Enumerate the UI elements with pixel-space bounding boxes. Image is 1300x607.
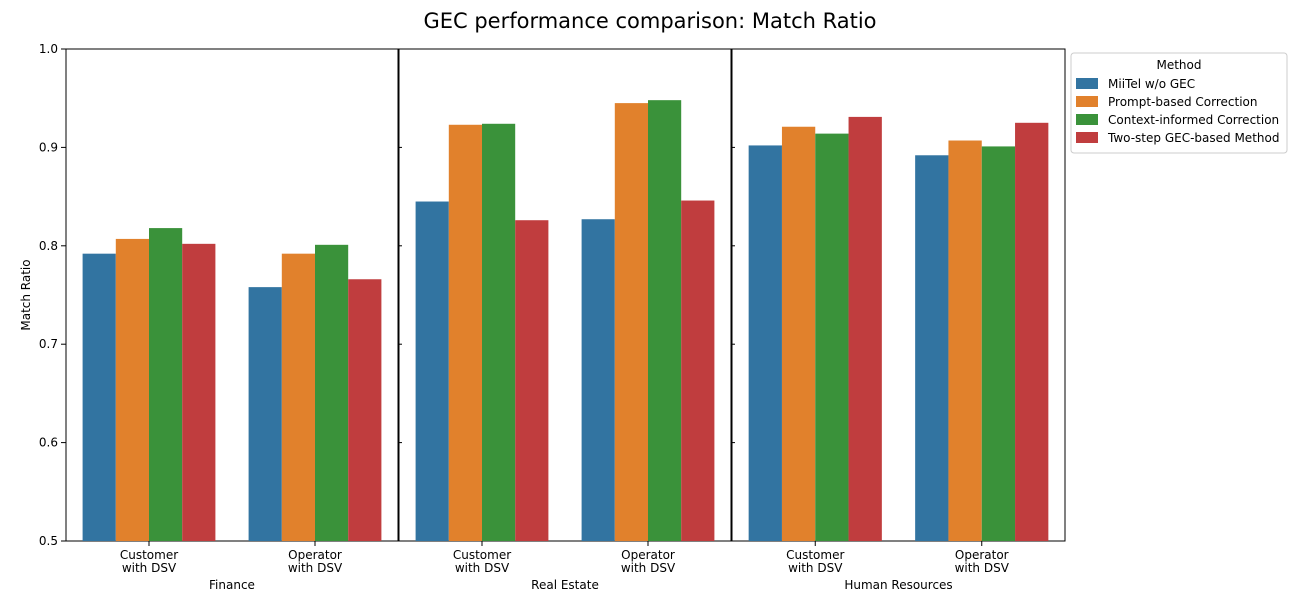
x-tick-label: with DSV [788, 561, 843, 575]
bar-prompt-based-correction [948, 140, 982, 541]
bar-two-step-gec-based-method [848, 116, 882, 541]
y-tick-label: 0.6 [39, 436, 58, 450]
legend-entry-label: Prompt-based Correction [1108, 95, 1258, 109]
y-tick-label: 0.7 [39, 337, 58, 351]
bar-miitel-w-o-gec [248, 287, 282, 541]
bar-miitel-w-o-gec [748, 145, 782, 541]
bar-prompt-based-correction [781, 126, 816, 542]
legend-entry-label: Two-step GEC-based Method [1107, 131, 1279, 145]
panel-xlabel: Real Estate [531, 578, 599, 592]
bar-two-step-gec-based-method [1015, 122, 1049, 542]
panel-xlabel: Human Resources [844, 578, 952, 592]
bar-miitel-w-o-gec [82, 253, 116, 541]
x-tick-label: with DSV [955, 561, 1010, 575]
x-tick-label: Operator [621, 548, 675, 562]
bar-context-informed-correction [315, 244, 349, 542]
x-tick-label: with DSV [455, 561, 510, 575]
y-tick-label: 0.5 [39, 534, 58, 548]
y-tick-label: 0.9 [39, 140, 58, 154]
bar-miitel-w-o-gec [915, 155, 949, 541]
x-tick-label: Operator [288, 548, 342, 562]
x-tick-label: Customer [786, 548, 844, 562]
x-tick-label: Customer [453, 548, 511, 562]
legend-title: Method [1156, 58, 1201, 72]
bar-prompt-based-correction [115, 238, 149, 542]
bar-miitel-w-o-gec [415, 201, 449, 541]
bar-prompt-based-correction [281, 253, 315, 541]
bar-context-informed-correction [815, 133, 849, 541]
bar-two-step-gec-based-method [182, 243, 216, 541]
legend-swatch [1076, 114, 1098, 125]
chart-title: GEC performance comparison: Match Ratio [423, 9, 876, 33]
x-tick-label: Customer [120, 548, 178, 562]
y-tick-label: 0.8 [39, 239, 58, 253]
x-tick-label: with DSV [122, 561, 177, 575]
legend-entry-label: MiiTel w/o GEC [1108, 77, 1195, 91]
bar-context-informed-correction [981, 146, 1016, 541]
bar-two-step-gec-based-method [681, 200, 715, 541]
legend-box [1070, 52, 1288, 154]
bar-miitel-w-o-gec [581, 219, 615, 541]
panel-frame [731, 48, 1066, 542]
legend-swatch [1076, 78, 1098, 89]
x-tick-label: with DSV [621, 561, 676, 575]
x-tick-label: Operator [955, 548, 1009, 562]
y-tick-label: 1.0 [39, 42, 58, 56]
bar-context-informed-correction [648, 100, 682, 541]
legend-swatch [1076, 96, 1098, 107]
y-axis-label: Match Ratio [19, 259, 33, 330]
panel-frame [398, 48, 732, 542]
x-tick-label: with DSV [288, 561, 343, 575]
bar-context-informed-correction [482, 123, 516, 541]
bar-context-informed-correction [149, 228, 183, 541]
panel-frame [65, 48, 399, 542]
legend: Method MiiTel w/o GEC Prompt-based Correct… [1070, 52, 1288, 154]
bar-prompt-based-correction [448, 124, 482, 541]
legend-entry-label: Context-informed Correction [1108, 113, 1279, 127]
bar-prompt-based-correction [614, 103, 648, 542]
panel-xlabel: Finance [209, 578, 255, 592]
legend-swatch [1076, 132, 1098, 143]
bar-two-step-gec-based-method [515, 220, 549, 541]
bar-two-step-gec-based-method [348, 279, 382, 541]
